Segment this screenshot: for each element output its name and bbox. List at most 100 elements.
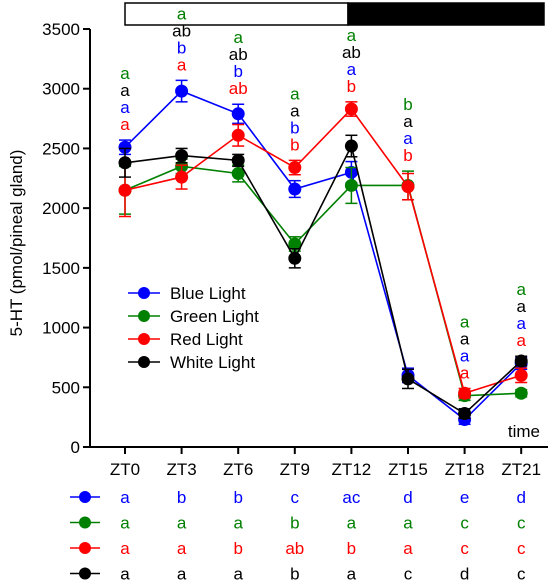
table-letter: a: [347, 514, 357, 533]
light-dark-bar: [124, 2, 545, 26]
significance-table: a b b c ac d e da a a b a a c ca a b ab b a c ca a a b a c d c: [70, 488, 526, 584]
point-letter: a: [460, 329, 470, 348]
data-point: [288, 182, 302, 196]
point-letter: a: [516, 314, 526, 333]
point-letter: a: [290, 84, 300, 103]
point-letter: a: [120, 81, 130, 100]
point-letter: a: [177, 4, 187, 23]
data-point: [231, 167, 245, 181]
point-letter: a: [460, 363, 470, 382]
table-letter: a: [177, 514, 187, 533]
data-point: [344, 178, 358, 192]
table-letter: c: [517, 539, 526, 558]
data-point: [401, 372, 415, 386]
point-letter: ab: [342, 43, 361, 62]
table-legend-marker: [79, 516, 91, 529]
legend-label: Green Light: [170, 307, 259, 326]
x-tick-label: ZT12: [332, 460, 372, 479]
data-point: [288, 237, 302, 251]
series-layer: [118, 79, 528, 427]
legend-marker: [138, 356, 150, 368]
point-letter: ab: [229, 79, 248, 98]
point-letter: b: [403, 146, 412, 165]
table-letter: b: [177, 488, 186, 507]
y-tick-label: 3500: [42, 20, 80, 39]
data-point: [344, 102, 358, 116]
point-letter: a: [516, 331, 526, 350]
data-point: [118, 140, 132, 154]
x-tick-label: ZT3: [166, 460, 196, 479]
series-line: [124, 90, 522, 421]
table-letter: b: [290, 514, 299, 533]
x-axis-label: time: [508, 422, 540, 441]
point-letter: a: [460, 346, 470, 365]
data-point: [231, 107, 245, 121]
table-letter: a: [120, 565, 130, 584]
data-point: [118, 156, 132, 170]
legend-marker: [138, 333, 150, 345]
table-letter: a: [177, 565, 187, 584]
table-letter: a: [233, 514, 243, 533]
table-letter: a: [403, 514, 413, 533]
point-letter: a: [233, 28, 243, 47]
light-phase-bar: [124, 2, 349, 26]
table-letter: e: [460, 488, 469, 507]
table-letter: c: [404, 565, 413, 584]
table-letter: b: [233, 539, 242, 558]
x-tick-label: ZT15: [388, 460, 428, 479]
series-line: [124, 143, 522, 415]
table-letter: c: [517, 514, 526, 533]
point-letter: a: [516, 297, 526, 316]
y-tick-label: 2500: [42, 139, 80, 158]
point-letter: a: [347, 26, 357, 45]
x-tick-label: ZT9: [280, 460, 310, 479]
y-tick-label: 0: [71, 438, 80, 457]
point-letter: a: [120, 98, 130, 117]
x-tick-label: ZT18: [445, 460, 485, 479]
table-letter: a: [120, 488, 130, 507]
table-letter: c: [460, 514, 469, 533]
table-letter: a: [120, 539, 130, 558]
data-point: [458, 386, 472, 400]
data-point: [175, 149, 189, 163]
data-point: [231, 153, 245, 167]
table-letter: a: [177, 539, 187, 558]
legend-label: Red Light: [170, 330, 243, 349]
point-letter: a: [403, 112, 413, 131]
table-letter: ab: [285, 539, 304, 558]
table-letter: b: [233, 488, 242, 507]
table-letter: a: [233, 565, 243, 584]
data-point: [288, 161, 302, 175]
table-letter: d: [460, 565, 469, 584]
point-letter: b: [177, 38, 186, 57]
point-letter: b: [233, 62, 242, 81]
point-letter: a: [120, 64, 130, 83]
point-letter: a: [460, 312, 470, 331]
data-point: [458, 407, 472, 421]
data-point: [344, 139, 358, 153]
data-point: [118, 183, 132, 197]
table-letter: ac: [342, 488, 360, 507]
point-letter: a: [177, 55, 187, 74]
table-legend-marker: [79, 567, 91, 580]
point-letter: a: [516, 280, 526, 299]
table-letter: c: [517, 565, 526, 584]
table-letter: b: [290, 565, 299, 584]
data-point: [231, 128, 245, 142]
point-letter: b: [290, 135, 299, 154]
table-legend-marker: [79, 491, 91, 503]
legend-marker: [138, 287, 150, 299]
point-letter: a: [403, 129, 413, 148]
point-letter: a: [290, 101, 300, 120]
y-tick-label: 1000: [42, 319, 80, 338]
table-letter: d: [516, 488, 525, 507]
series-white-light: [118, 134, 528, 421]
series-red-light: [118, 101, 528, 400]
table-legend-marker: [79, 542, 91, 554]
table-letter: a: [120, 514, 130, 533]
table-letter: a: [347, 565, 357, 584]
y-tick-label: 500: [52, 378, 80, 397]
table-letter: b: [347, 539, 356, 558]
